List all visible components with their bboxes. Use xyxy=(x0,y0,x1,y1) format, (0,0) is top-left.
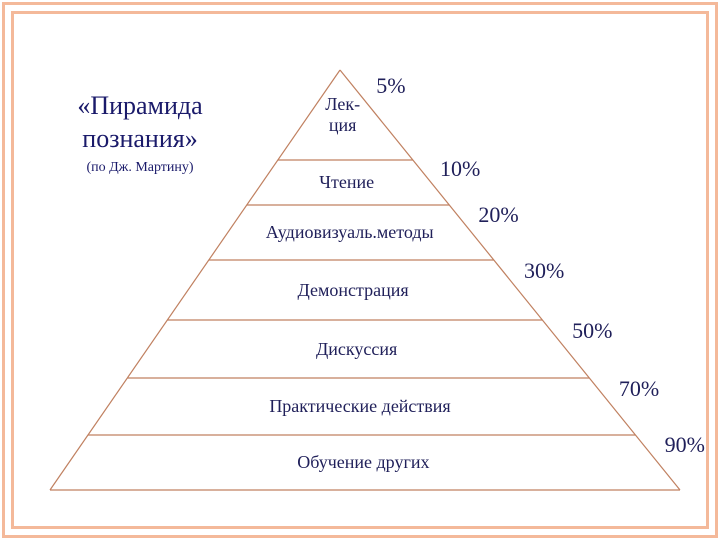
pyramid-level-label: Лек-ция xyxy=(309,94,377,135)
pyramid-level-label: Чтение xyxy=(262,172,431,193)
pyramid-percent-label: 70% xyxy=(619,376,659,402)
diagram-subtitle: (по Дж. Мартину) xyxy=(40,160,240,176)
pyramid-level-label: Дискуссия xyxy=(147,339,566,360)
pyramid-level-label: Практические действия xyxy=(108,396,613,417)
pyramid-percent-label: 20% xyxy=(478,202,518,228)
pyramid-percent-label: 50% xyxy=(572,318,612,344)
pyramid-percent-label: 5% xyxy=(376,73,405,99)
pyramid-percent-label: 10% xyxy=(440,156,480,182)
pyramid-level-label: Демонстрация xyxy=(188,280,518,301)
pyramid-level-label: Аудиовизуаль.методы xyxy=(228,222,472,243)
pyramid-level-label: Обучение других xyxy=(69,452,658,473)
pyramid-percent-label: 90% xyxy=(665,432,705,458)
diagram-title: «Пирамида познания» xyxy=(40,90,240,155)
pyramid-percent-label: 30% xyxy=(524,258,564,284)
